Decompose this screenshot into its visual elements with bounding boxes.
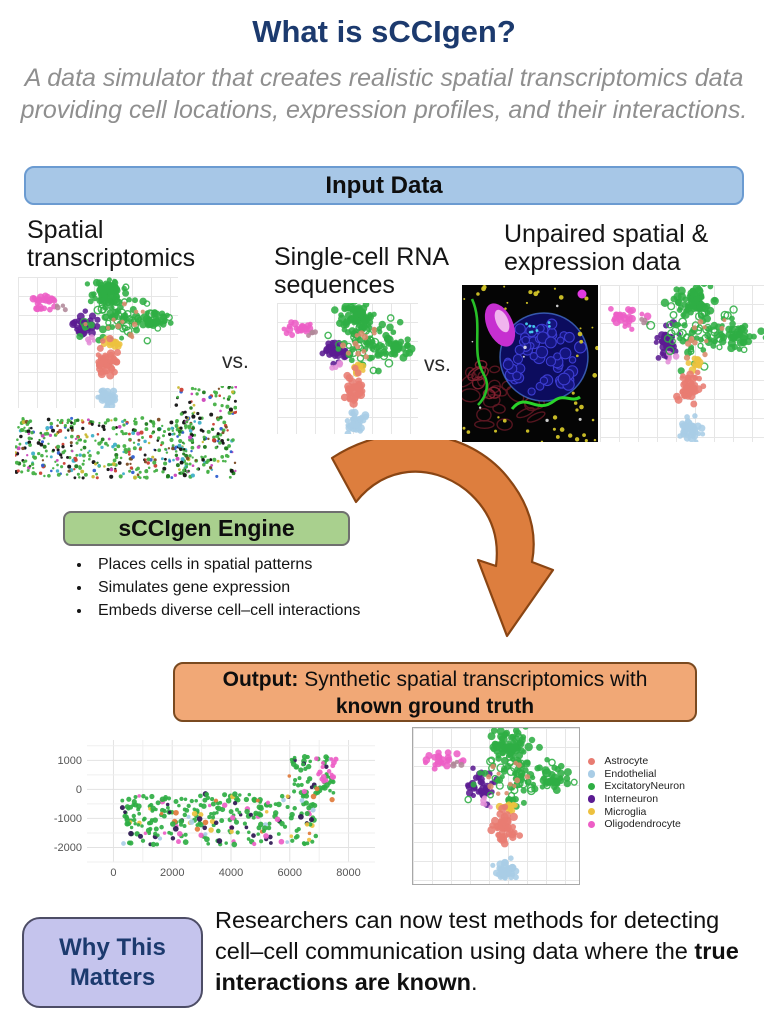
svg-text:0: 0 — [110, 867, 116, 879]
legend-item: Endothelial — [588, 768, 685, 781]
output-umap-plot — [412, 727, 580, 885]
output-banner-line1: Synthetic spatial transcriptomics with — [298, 668, 648, 691]
legend-label: Endothelial — [604, 767, 657, 780]
umap-plot-unpaired — [600, 285, 764, 442]
svg-text:4000: 4000 — [219, 867, 243, 879]
legend-label: Interneuron — [604, 793, 659, 806]
legend-label: Microglia — [604, 805, 647, 818]
legend-swatch — [588, 782, 596, 791]
page-subtitle: A data simulator that creates realistic … — [14, 62, 754, 126]
output-banner-prefix: Output: — [222, 668, 299, 691]
vs-label-2: vs. — [424, 353, 451, 376]
legend-swatch — [588, 770, 596, 778]
output-scatter-plot: 1000 0 -1000 -2000 0 2000 4000 6000 8000 — [54, 740, 375, 879]
engine-bullet-list: Places cells in spatial patternsSimulate… — [68, 553, 432, 622]
legend-label: Astrocyte — [604, 755, 649, 768]
svg-text:6000: 6000 — [278, 867, 302, 879]
subtitle-line-1: A data simulator that creates realistic … — [24, 64, 744, 92]
why-text-lead: Researchers can now test methods for det… — [215, 907, 720, 964]
legend-swatch — [588, 795, 596, 803]
why-text-bold: true interactions are known — [215, 938, 739, 995]
engine-bullet: Places cells in spatial patterns — [92, 553, 432, 576]
svg-text:2000: 2000 — [160, 867, 184, 879]
engine-bullet: Embeds diverse cell–cell interactions — [92, 599, 432, 622]
subtitle-line-2: providing cell locations, expression pro… — [20, 96, 748, 124]
cell-type-legend: Astrocyte Endothelial ExcitatoryNeuron Inte… — [588, 755, 685, 831]
vs-label-1: vs. — [222, 350, 249, 373]
legend-swatch — [588, 820, 596, 828]
engine-bullet: Simulates gene expression — [92, 576, 432, 599]
umap-plot-scrna — [277, 303, 418, 434]
engine-banner: sCCIgen Engine — [63, 511, 350, 546]
legend-item: ExcitatoryNeuron — [588, 780, 685, 793]
input-item-label-spatial: Spatial transcriptomics — [27, 216, 196, 272]
why-text-end: . — [470, 969, 478, 995]
legend-item: Astrocyte — [588, 755, 685, 768]
why-this-matters-text: Researchers can now test methods for det… — [215, 905, 749, 998]
svg-text:-2000: -2000 — [54, 842, 82, 854]
legend-swatch — [588, 757, 596, 765]
input-data-banner: Input Data — [24, 166, 744, 205]
page-title: What is sCCIgen? — [252, 14, 516, 49]
umap-plot-spatial — [18, 277, 178, 408]
microscopy-image — [462, 285, 598, 442]
svg-text:8000: 8000 — [336, 867, 360, 879]
legend-label: Oligodendrocyte — [604, 818, 681, 831]
input-item-label-scrna: Single-cell RNA sequences — [274, 243, 448, 299]
legend-item: Interneuron — [588, 793, 685, 806]
why-this-matters-box: Why This Matters — [22, 917, 203, 1008]
input-item-label-unpaired: Unpaired spatial & expression data — [504, 220, 709, 276]
legend-item: Microglia — [588, 805, 685, 818]
legend-label: ExcitatoryNeuron — [604, 780, 685, 793]
output-banner: Output: Synthetic spatial transcriptomic… — [173, 662, 697, 722]
legend-swatch — [588, 807, 596, 816]
svg-text:1000: 1000 — [58, 755, 82, 767]
spatial-scatter-plot — [15, 386, 237, 480]
legend-item: Oligodendrocyte — [588, 818, 685, 831]
svg-text:0: 0 — [76, 784, 82, 796]
svg-text:-1000: -1000 — [54, 813, 82, 825]
curved-arrow-icon — [330, 440, 555, 638]
output-banner-line2: known ground truth — [335, 695, 535, 718]
